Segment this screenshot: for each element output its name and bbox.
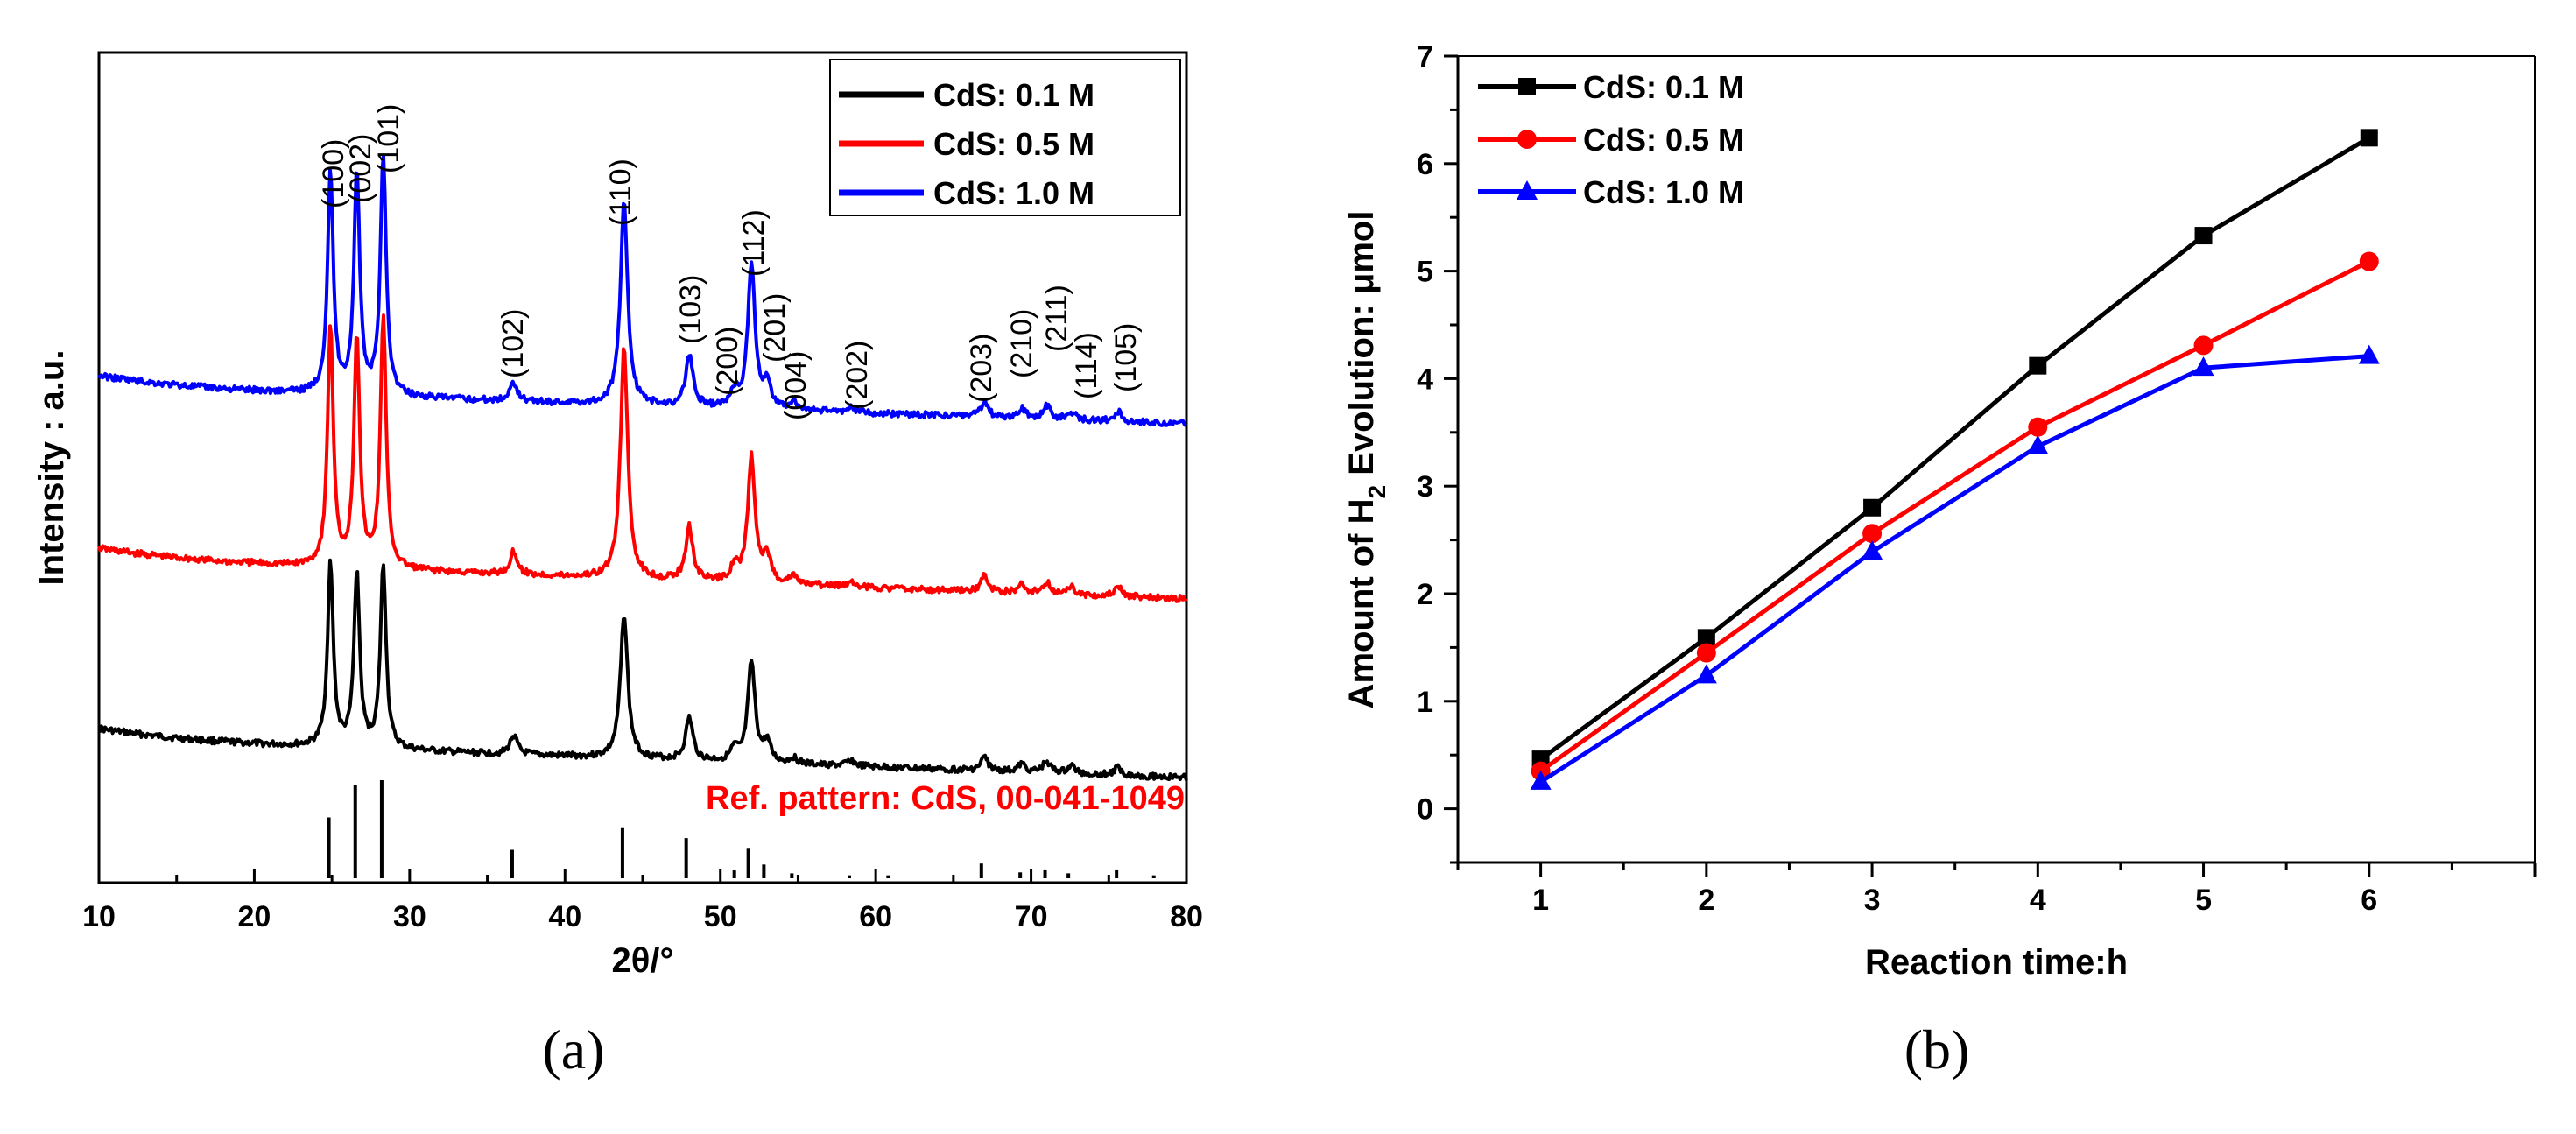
xrd-trace — [97, 154, 1187, 427]
x-tick-label-b: 5 — [2195, 884, 2212, 917]
x-tick-label-a: 60 — [859, 900, 892, 933]
xrd-chart: 10 20 30 40 50 60 70 80 2θ/° Intensity : a.u. Ref.… — [32, 51, 1203, 980]
y-tick-label-b: 7 — [1417, 40, 1433, 74]
y-axis-label-b-part: Amount of H — [1342, 498, 1381, 708]
hkl-label: (200) — [711, 327, 744, 396]
h2-evolution-chart: 0 1 2 3 4 5 6 7 1 2 3 4 5 6 Reaction time:h Amount of H… — [1342, 40, 2537, 982]
xrd-trace — [98, 558, 1188, 781]
x-tick-label-a: 80 — [1170, 900, 1203, 933]
y-tick-label-b: 3 — [1417, 470, 1433, 504]
x-axis-label-b: Reaction time:h — [1865, 943, 2128, 982]
y-axis-label-b-part: Evolution: μmol — [1342, 211, 1381, 485]
xrd-trace — [97, 313, 1188, 603]
y-tick-label-b: 6 — [1417, 148, 1433, 181]
legend-label-b: CdS: 0.1 M — [1583, 69, 1744, 105]
data-point — [2028, 417, 2048, 437]
data-point — [1863, 498, 1882, 517]
data-point — [1862, 540, 1883, 560]
hkl-label: (114) — [1070, 332, 1103, 399]
hkl-label: (002) — [344, 134, 377, 203]
y-tick-label-b: 4 — [1417, 363, 1433, 396]
hkl-label: (004) — [779, 351, 813, 420]
x-tick-label-b: 1 — [1532, 884, 1549, 917]
legend-label-a: CdS: 0.1 M — [933, 77, 1094, 113]
data-point — [2360, 129, 2378, 147]
x-tick-label-b: 6 — [2361, 884, 2377, 917]
y-tick-label-b: 0 — [1417, 793, 1433, 827]
x-axis-label-a: 2θ/° — [612, 941, 674, 980]
x-tick-label-a: 70 — [1015, 900, 1048, 933]
hkl-label: (100) — [317, 139, 350, 208]
legend-label-a: CdS: 0.5 M — [933, 126, 1094, 162]
y-axis-label-a: Intensity : a.u. — [32, 350, 71, 586]
panel-label-a: (a) — [542, 1018, 604, 1081]
y-tick-label-b: 2 — [1417, 578, 1433, 611]
hkl-label: (103) — [674, 275, 707, 344]
x-tick-label-b: 2 — [1698, 884, 1714, 917]
hkl-label: (101) — [372, 104, 405, 173]
hkl-label: (203) — [965, 334, 998, 403]
legend-label-b: CdS: 0.5 M — [1583, 122, 1744, 158]
data-point — [2029, 356, 2047, 375]
hkl-label: (210) — [1005, 309, 1038, 378]
legend-label-a: CdS: 1.0 M — [933, 175, 1094, 211]
series-line — [1539, 259, 2370, 773]
hkl-label: (201) — [758, 293, 792, 363]
x-tick-label-a: 40 — [548, 900, 581, 933]
hkl-label: (105) — [1109, 323, 1143, 392]
series-line — [1539, 136, 2371, 762]
x-tick-label-a: 30 — [393, 900, 426, 933]
y-tick-label-b: 5 — [1417, 256, 1433, 289]
hkl-label: (110) — [604, 158, 637, 226]
data-point — [2192, 356, 2214, 377]
data-point — [2193, 335, 2214, 356]
legend-marker-b — [1517, 130, 1537, 149]
data-point — [2194, 227, 2213, 245]
y-tick-label-b: 1 — [1417, 686, 1433, 719]
x-tick-label-b: 4 — [2030, 884, 2046, 917]
data-point — [2359, 251, 2379, 271]
x-tick-label-a: 20 — [238, 900, 271, 933]
legend-marker-b — [1517, 180, 1538, 200]
data-point — [1696, 643, 1716, 663]
data-point — [2027, 434, 2049, 454]
hkl-label: (211) — [1040, 285, 1073, 352]
legend-a — [829, 59, 1181, 216]
x-tick-label-a: 10 — [82, 900, 116, 933]
panel-label-b: (b) — [1904, 1018, 1970, 1081]
hkl-label: (202) — [841, 341, 874, 410]
data-point — [1695, 664, 1717, 684]
data-point — [1862, 524, 1883, 544]
x-tick-label-a: 50 — [704, 900, 737, 933]
reference-pattern-label: Ref. pattern: CdS, 00-041-1049 — [706, 780, 1185, 817]
data-point — [1697, 629, 1715, 647]
x-tick-label-b: 3 — [1864, 884, 1881, 917]
hkl-label: (102) — [496, 309, 530, 378]
series-line — [1539, 354, 2369, 785]
data-point — [1530, 770, 1552, 790]
y-axis-label-b: Amount of H2 Evolution: μmol — [1342, 211, 1390, 709]
legend-label-b: CdS: 1.0 M — [1583, 174, 1744, 210]
hkl-label: (112) — [737, 209, 771, 277]
y-axis-label-b-subscript: 2 — [1363, 485, 1390, 499]
data-point — [2358, 344, 2380, 364]
legend-marker-b — [1518, 78, 1536, 95]
